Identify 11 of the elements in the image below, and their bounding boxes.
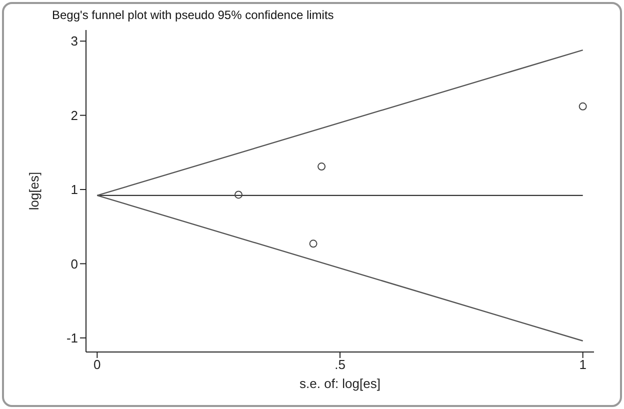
y-axis-title: log[es] xyxy=(26,172,42,210)
chart-title: Begg's funnel plot with pseudo 95% confidence limits xyxy=(52,8,334,22)
y-tick-label: -1 xyxy=(66,330,78,346)
y-tick-label: 3 xyxy=(70,34,78,49)
y-tick-label: 0 xyxy=(70,256,78,272)
y-tick-label: 2 xyxy=(70,108,78,123)
x-tick-label: 0 xyxy=(94,357,101,372)
x-tick-label: 1 xyxy=(579,357,586,372)
y-tick-label: 1 xyxy=(70,182,78,198)
x-axis-title: s.e. of: log[es] xyxy=(300,376,380,391)
x-tick-label: .5 xyxy=(334,357,346,372)
